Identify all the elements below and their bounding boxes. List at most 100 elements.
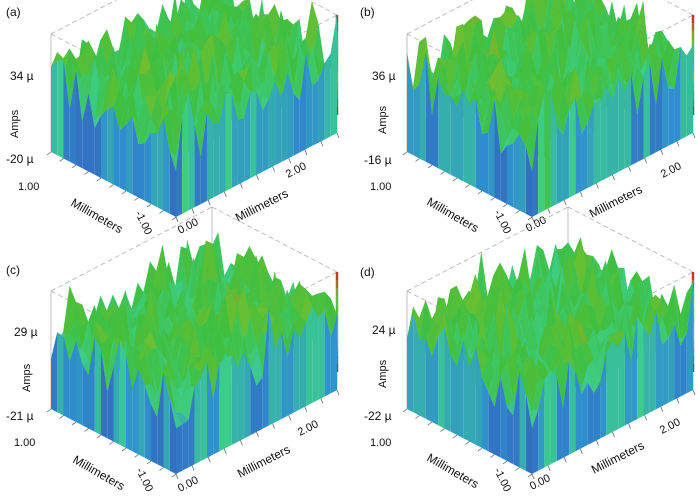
y-axis-label: Millimeters — [71, 452, 128, 493]
surface-wall — [438, 327, 445, 429]
x-tick — [240, 183, 243, 189]
surface-wall — [144, 132, 151, 204]
surface-wall — [213, 362, 220, 455]
y-axis-label: Millimeters — [425, 194, 482, 235]
surface-wall — [587, 104, 594, 188]
surface-wall — [575, 371, 582, 452]
y-axis-label: Millimeters — [425, 450, 482, 491]
z-max-label: 34 µ — [10, 69, 34, 83]
x-tick — [175, 473, 179, 480]
z-min-label: -16 µ — [364, 153, 392, 167]
surface-wall — [513, 371, 520, 468]
x-tick — [223, 448, 227, 454]
x-tick — [288, 158, 292, 164]
z-min-label: -21 µ — [6, 409, 34, 423]
x-tick — [272, 423, 275, 429]
surface-wall — [556, 125, 563, 205]
box-edge — [211, 206, 338, 273]
surface-wall — [330, 15, 337, 137]
surface-wall — [525, 393, 532, 474]
surface-wall — [57, 60, 64, 159]
surface-wall — [494, 376, 501, 458]
y-tick — [109, 184, 114, 188]
surface-wall — [407, 53, 414, 156]
x-tick — [207, 200, 211, 206]
y-tick — [134, 454, 139, 458]
x-tick — [191, 208, 195, 214]
surface-wall — [581, 382, 588, 449]
surface-wall — [82, 94, 89, 172]
y-tick — [71, 164, 77, 169]
y-tick — [71, 421, 77, 426]
surface-wall — [419, 338, 426, 419]
surface-wall — [231, 93, 238, 188]
x-tick — [676, 398, 680, 404]
x-tick — [563, 200, 567, 206]
surface-wall — [287, 72, 294, 159]
surface-wall — [88, 94, 95, 175]
z-axis-label: Amps — [9, 109, 21, 138]
surface-wall — [312, 79, 319, 146]
surface-wall — [76, 70, 83, 169]
surface-wall — [538, 380, 545, 471]
y-tick — [46, 151, 52, 156]
x-tick — [207, 457, 211, 463]
x-tick — [320, 141, 324, 147]
surface-wall — [76, 340, 83, 426]
surface-wall — [101, 349, 108, 439]
surface-wall — [231, 355, 238, 445]
surface-wall — [507, 143, 514, 208]
surface-wall — [262, 307, 269, 429]
y-tick — [415, 415, 420, 419]
z-min-label: -20 µ — [6, 152, 34, 166]
surface-wall — [680, 47, 687, 140]
x-tick — [304, 406, 308, 412]
surface-wall — [163, 117, 170, 214]
surface-wall — [157, 372, 164, 468]
surface-wall — [219, 92, 226, 195]
surface-wall — [250, 367, 257, 436]
surface-wall — [544, 89, 551, 211]
surface-wall — [219, 357, 226, 452]
surface-wall — [151, 132, 158, 208]
panel-a: (a) 34 µ -20 µ Amps 1.00 -1.00 Millimete… — [6, 0, 340, 237]
surface-wall — [144, 385, 151, 461]
y-axis-label: Millimeters — [69, 195, 126, 236]
panel-b: (b) 36 µ -16 µ Amps 1.00 -1.00 Millimete… — [360, 0, 696, 236]
surface-wall — [200, 361, 207, 462]
x-tick — [240, 440, 243, 446]
surface-wall — [299, 321, 307, 410]
y-tick-label: 1.00 — [14, 437, 35, 449]
surface-wall — [519, 371, 526, 471]
surface-wall — [438, 77, 445, 172]
surface-wall — [637, 317, 644, 420]
surface-wall — [324, 53, 331, 140]
x-tick-label: 0.00 — [528, 472, 553, 492]
surface-wall — [450, 96, 457, 178]
surface-wall — [176, 116, 183, 217]
surface-wall — [562, 360, 570, 458]
surface-wall — [444, 94, 451, 175]
x-tick-label: 0.00 — [176, 474, 201, 494]
y-tick — [84, 171, 89, 175]
surface-wall — [182, 92, 189, 214]
x-tick — [531, 473, 535, 480]
y-tick — [146, 203, 152, 208]
surface-wall — [680, 332, 687, 397]
box-edge — [406, 206, 569, 292]
surface-wall — [624, 332, 632, 426]
surface-wall — [624, 73, 632, 169]
surface-wall — [643, 62, 650, 159]
surface-wall — [637, 77, 644, 163]
surface-wall — [200, 112, 207, 205]
x-tick — [563, 457, 567, 463]
surface-wall — [618, 76, 625, 172]
y-tick — [502, 460, 508, 465]
surface-wall — [532, 119, 539, 217]
surface-plot — [46, 206, 340, 480]
x-tick — [223, 191, 227, 197]
x-tick — [596, 183, 599, 189]
y-tick — [159, 210, 164, 214]
surface-wall — [463, 89, 470, 185]
